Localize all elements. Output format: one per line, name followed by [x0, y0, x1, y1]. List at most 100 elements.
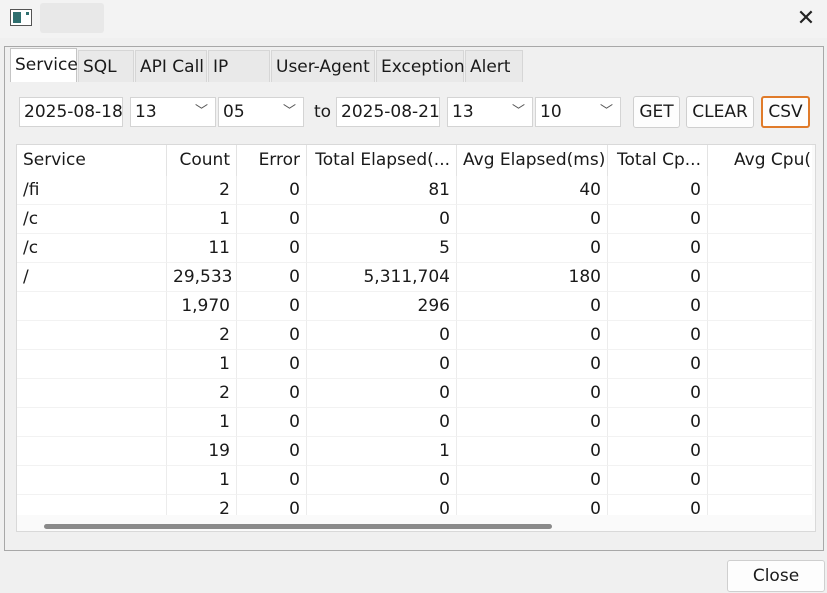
- table-cell[interactable]: 0: [237, 205, 307, 234]
- table-cell[interactable]: 0: [608, 176, 708, 205]
- to-minute-select[interactable]: 10 ﹀: [535, 97, 621, 127]
- table-cell[interactable]: 0: [237, 234, 307, 263]
- table-cell[interactable]: 0: [457, 466, 608, 495]
- from-hour-select[interactable]: 13 ﹀: [130, 97, 216, 127]
- table-cell[interactable]: 0: [307, 350, 457, 379]
- vertical-scroll-thumb[interactable]: [815, 170, 816, 218]
- table-cell[interactable]: 5,311,704: [307, 263, 457, 292]
- table-cell[interactable]: /c: [17, 205, 167, 234]
- table-cell[interactable]: 0: [307, 408, 457, 437]
- tab-api-call[interactable]: API Call: [135, 50, 207, 82]
- column-header[interactable]: Total Cp...: [608, 145, 708, 176]
- table-cell[interactable]: [17, 379, 167, 408]
- table-cell[interactable]: [708, 205, 815, 234]
- table-cell[interactable]: 81: [307, 176, 457, 205]
- table-cell[interactable]: 5: [307, 234, 457, 263]
- from-minute-select[interactable]: 05 ﹀: [218, 97, 304, 127]
- tab-service[interactable]: Service: [10, 48, 78, 82]
- table-cell[interactable]: [17, 292, 167, 321]
- column-header[interactable]: Total Elapsed(...: [307, 145, 457, 176]
- table-cell[interactable]: 1: [167, 205, 237, 234]
- table-cell[interactable]: 0: [307, 205, 457, 234]
- column-header[interactable]: Error: [237, 145, 307, 176]
- table-cell[interactable]: [708, 263, 815, 292]
- table-cell[interactable]: 40: [457, 176, 608, 205]
- horizontal-scroll-thumb[interactable]: [44, 524, 552, 529]
- table-cell[interactable]: 0: [608, 321, 708, 350]
- table-cell[interactable]: 1,970: [167, 292, 237, 321]
- table-cell[interactable]: 0: [457, 234, 608, 263]
- table-cell[interactable]: 296: [307, 292, 457, 321]
- vertical-scrollbar[interactable]: [812, 145, 815, 515]
- table-cell[interactable]: 0: [237, 466, 307, 495]
- table-cell[interactable]: [708, 176, 815, 205]
- table-cell[interactable]: 0: [457, 437, 608, 466]
- csv-button[interactable]: CSV: [761, 96, 810, 128]
- table-cell[interactable]: 0: [237, 408, 307, 437]
- table-cell[interactable]: /c: [17, 234, 167, 263]
- table-cell[interactable]: [708, 234, 815, 263]
- table-cell[interactable]: [708, 292, 815, 321]
- table-cell[interactable]: 1: [307, 437, 457, 466]
- to-date-field[interactable]: 2025-08-21: [336, 97, 440, 127]
- table-cell[interactable]: 19: [167, 437, 237, 466]
- column-header[interactable]: Avg Cpu(: [708, 145, 815, 176]
- table-cell[interactable]: 0: [608, 234, 708, 263]
- table-cell[interactable]: 0: [457, 205, 608, 234]
- table-cell[interactable]: 0: [608, 292, 708, 321]
- table-cell[interactable]: [708, 321, 815, 350]
- get-button[interactable]: GET: [633, 96, 680, 128]
- table-cell[interactable]: /fi: [17, 176, 167, 205]
- table-cell[interactable]: 0: [608, 437, 708, 466]
- table-cell[interactable]: [708, 466, 815, 495]
- tab-ip[interactable]: IP: [208, 50, 270, 82]
- table-cell[interactable]: 0: [237, 379, 307, 408]
- table-cell[interactable]: 1: [167, 408, 237, 437]
- table-cell[interactable]: [708, 350, 815, 379]
- table-cell[interactable]: 2: [167, 176, 237, 205]
- table-cell[interactable]: [17, 466, 167, 495]
- table-cell[interactable]: 0: [608, 205, 708, 234]
- table-cell[interactable]: 0: [237, 176, 307, 205]
- table-cell[interactable]: 0: [457, 379, 608, 408]
- table-cell[interactable]: 0: [237, 321, 307, 350]
- table-cell[interactable]: 2: [167, 379, 237, 408]
- tab-user-agent[interactable]: User-Agent: [271, 50, 375, 82]
- table-cell[interactable]: 0: [237, 263, 307, 292]
- table-cell[interactable]: 0: [307, 379, 457, 408]
- tab-exception[interactable]: Exception: [376, 50, 465, 82]
- table-cell[interactable]: 0: [307, 466, 457, 495]
- table-cell[interactable]: 11: [167, 234, 237, 263]
- tab-alert[interactable]: Alert: [465, 50, 523, 82]
- table-cell[interactable]: [708, 437, 815, 466]
- column-header[interactable]: Count: [167, 145, 237, 176]
- table-cell[interactable]: 1: [167, 466, 237, 495]
- window-close-icon[interactable]: ✕: [796, 6, 816, 31]
- clear-button[interactable]: CLEAR: [686, 96, 754, 128]
- table-cell[interactable]: 0: [608, 408, 708, 437]
- table-cell[interactable]: [17, 321, 167, 350]
- table-cell[interactable]: 0: [237, 350, 307, 379]
- table-cell[interactable]: 0: [457, 408, 608, 437]
- table-cell[interactable]: 0: [608, 263, 708, 292]
- tab-sql[interactable]: SQL: [78, 50, 134, 82]
- to-hour-select[interactable]: 13 ﹀: [447, 97, 533, 127]
- table-cell[interactable]: 0: [237, 437, 307, 466]
- column-header[interactable]: Avg Elapsed(ms): [457, 145, 608, 176]
- table-cell[interactable]: [17, 350, 167, 379]
- from-date-field[interactable]: 2025-08-18: [19, 97, 123, 127]
- table-cell[interactable]: [708, 408, 815, 437]
- table-cell[interactable]: 0: [608, 466, 708, 495]
- table-cell[interactable]: 0: [457, 321, 608, 350]
- table-cell[interactable]: [708, 379, 815, 408]
- table-cell[interactable]: 0: [608, 350, 708, 379]
- table-cell[interactable]: 1: [167, 350, 237, 379]
- table-cell[interactable]: 29,533: [167, 263, 237, 292]
- table-cell[interactable]: 0: [608, 379, 708, 408]
- table-cell[interactable]: 0: [457, 350, 608, 379]
- table-cell[interactable]: /: [17, 263, 167, 292]
- table-cell[interactable]: [17, 408, 167, 437]
- table-cell[interactable]: 0: [307, 321, 457, 350]
- table-cell[interactable]: 0: [457, 292, 608, 321]
- table-cell[interactable]: 180: [457, 263, 608, 292]
